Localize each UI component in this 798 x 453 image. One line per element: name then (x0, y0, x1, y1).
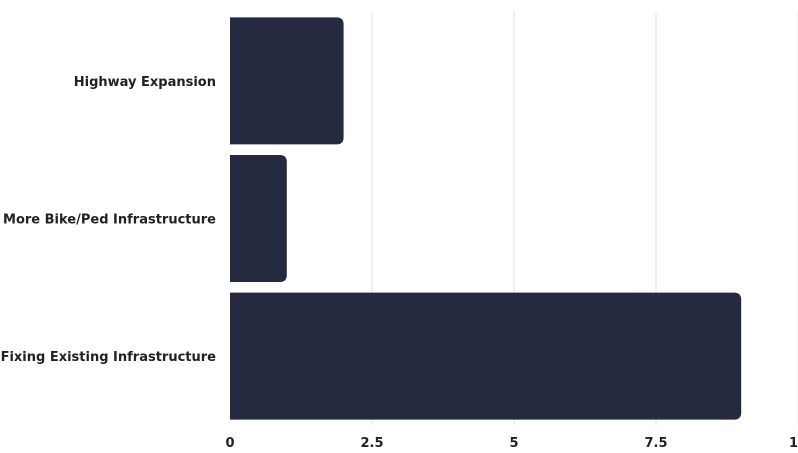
category-label: Highway Expansion (74, 75, 216, 90)
x-tick-label: 0 (225, 436, 234, 451)
x-tick-label: 5 (509, 436, 518, 451)
x-tick-label: 2.5 (360, 436, 383, 451)
category-label: More Bike/Ped Infrastructure (3, 213, 216, 228)
category-label: Fixing Existing Infrastructure (1, 350, 217, 365)
x-tick-label: 10 (789, 436, 798, 451)
bars (230, 17, 742, 420)
bar (230, 17, 344, 145)
category-labels: Highway Expansion More Bike/Ped Infrastru… (1, 75, 217, 365)
bar (230, 292, 742, 420)
x-axis-ticks: 0 2.5 5 7.5 10 (225, 436, 798, 451)
x-tick-label: 7.5 (644, 436, 667, 451)
bar (230, 155, 287, 282)
